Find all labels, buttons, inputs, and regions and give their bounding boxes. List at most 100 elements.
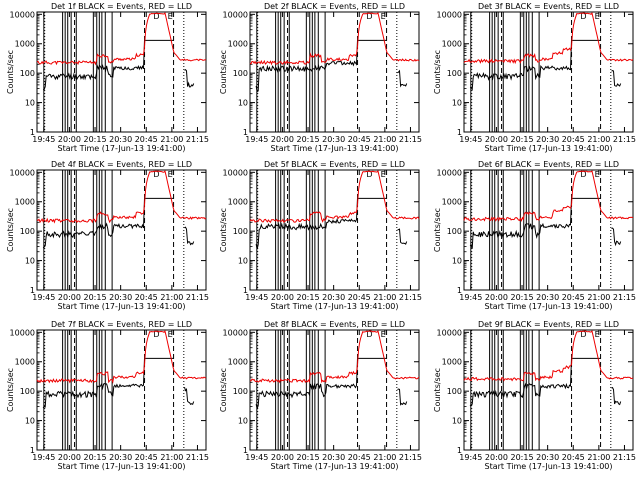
y-tick-label: 1: [30, 128, 35, 137]
y-tick-label: 1: [30, 446, 35, 455]
events-series-line: [255, 357, 387, 411]
lld-series-line: [463, 330, 634, 382]
corner-label: E: [595, 330, 600, 339]
y-tick-label: 1: [30, 286, 35, 295]
plot-frame: [463, 169, 634, 291]
y-tick-label: 10: [25, 257, 35, 266]
x-tick-label: 20:15: [84, 453, 107, 462]
lld-series-line: [463, 170, 634, 222]
x-tick-label: 20:30: [322, 293, 345, 302]
y-tick-label: 1: [243, 128, 248, 137]
x-tick-label: 21:00: [160, 135, 183, 144]
x-tick-label: 20:00: [271, 135, 294, 144]
corner-label: D: [366, 170, 372, 179]
x-tick-label: 21:00: [160, 453, 183, 462]
events-series-line: [469, 197, 601, 249]
x-tick-label: 20:15: [511, 293, 534, 302]
x-tick-label: 20:30: [109, 453, 132, 462]
x-axis-label: Start Time (17-Jun-13 19:41:00): [58, 462, 186, 471]
x-axis-label: Start Time (17-Jun-13 19:41:00): [271, 144, 399, 153]
chart-title: Det 2f BLACK = Events, RED = LLD: [264, 2, 405, 11]
chart-title: Det 8f BLACK = Events, RED = LLD: [264, 320, 405, 329]
y-tick-label: 100: [233, 387, 248, 396]
y-tick-label: 10000: [437, 168, 462, 177]
events-series-line: [255, 197, 387, 250]
x-tick-label: 21:00: [587, 293, 610, 302]
x-tick-label: 20:00: [485, 135, 508, 144]
x-axis-label: Start Time (17-Jun-13 19:41:00): [485, 302, 613, 311]
events-series-line: [397, 69, 408, 88]
x-tick-label: 20:00: [58, 453, 81, 462]
x-axis-label: Start Time (17-Jun-13 19:41:00): [58, 144, 186, 153]
y-tick-label: 1: [243, 286, 248, 295]
x-tick-label: 20:45: [135, 453, 158, 462]
x-tick-label: 19:45: [459, 453, 482, 462]
x-tick-label: 21:00: [373, 453, 396, 462]
x-tick-label: 21:00: [160, 293, 183, 302]
chart-panel-2: Det 2f BLACK = Events, RED = LLD 1 10 100 10…: [219, 2, 422, 153]
events-series-line: [184, 226, 195, 246]
x-tick-label: 21:00: [587, 453, 610, 462]
chart-title: Det 5f BLACK = Events, RED = LLD: [264, 160, 405, 169]
y-tick-label: 1000: [15, 40, 35, 49]
x-tick-label: 20:00: [271, 293, 294, 302]
events-series-line: [184, 387, 195, 406]
y-tick-label: 1: [457, 446, 462, 455]
lld-series-line: [250, 330, 420, 384]
x-tick-label: 21:15: [613, 293, 636, 302]
x-axis-label: Start Time (17-Jun-13 19:41:00): [58, 302, 186, 311]
x-tick-label: 20:00: [271, 453, 294, 462]
x-tick-label: 21:15: [613, 453, 636, 462]
y-tick-label: 10000: [223, 10, 248, 19]
y-axis-label: Counts/sec: [6, 368, 15, 412]
y-tick-label: 1000: [228, 198, 248, 207]
x-axis-label: Start Time (17-Jun-13 19:41:00): [271, 302, 399, 311]
x-tick-label: 21:15: [613, 135, 636, 144]
events-series-line: [397, 228, 408, 245]
lld-series-line: [249, 170, 420, 224]
events-series-line: [611, 70, 622, 87]
y-tick-label: 100: [233, 227, 248, 236]
y-tick-label: 1000: [15, 358, 35, 367]
x-tick-label: 20:00: [485, 453, 508, 462]
corner-label: E: [168, 12, 173, 21]
y-axis-label: Counts/sec: [6, 208, 15, 252]
x-tick-label: 20:15: [297, 135, 320, 144]
y-tick-label: 1: [243, 446, 248, 455]
plot-frame: [36, 329, 207, 451]
chart-panel-8: Det 8f BLACK = Events, RED = LLD 1 10 100 10…: [219, 320, 422, 471]
corner-label: D: [580, 12, 586, 21]
x-tick-label: 19:45: [245, 453, 268, 462]
x-tick-label: 21:15: [186, 135, 209, 144]
x-tick-label: 20:15: [511, 135, 534, 144]
x-tick-label: 19:45: [459, 135, 482, 144]
y-axis-label: Counts/sec: [433, 368, 442, 412]
x-tick-label: 20:45: [562, 293, 585, 302]
corner-label: E: [381, 330, 386, 339]
x-tick-label: 20:00: [58, 293, 81, 302]
x-tick-label: 20:30: [322, 453, 345, 462]
y-tick-label: 1000: [442, 358, 462, 367]
chart-panel-4: Det 4f BLACK = Events, RED = LLD 1 10 100 10…: [6, 160, 209, 311]
y-tick-label: 100: [447, 387, 462, 396]
x-tick-label: 21:15: [399, 135, 422, 144]
x-tick-label: 20:45: [135, 293, 158, 302]
x-axis-label: Start Time (17-Jun-13 19:41:00): [485, 144, 613, 153]
corner-label: E: [381, 170, 386, 179]
y-tick-label: 10: [452, 417, 462, 426]
plot-frame: [249, 169, 420, 291]
lld-series-line: [36, 330, 207, 384]
corner-label: E: [595, 12, 600, 21]
y-tick-label: 10000: [10, 10, 35, 19]
corner-label: D: [153, 12, 159, 21]
lld-series-line: [36, 170, 207, 224]
corner-label: D: [366, 330, 372, 339]
x-tick-label: 20:30: [109, 293, 132, 302]
y-axis-label: Counts/sec: [433, 50, 442, 94]
lld-series-line: [36, 12, 207, 66]
events-series-line: [611, 227, 622, 247]
y-tick-label: 100: [20, 69, 35, 78]
chart-panel-3: Det 3f BLACK = Events, RED = LLD 1 10 100 10…: [433, 2, 636, 153]
chart-title: Det 7f BLACK = Events, RED = LLD: [51, 320, 192, 329]
chart-panel-9: Det 9f BLACK = Events, RED = LLD 1 10 100 10…: [433, 320, 636, 471]
